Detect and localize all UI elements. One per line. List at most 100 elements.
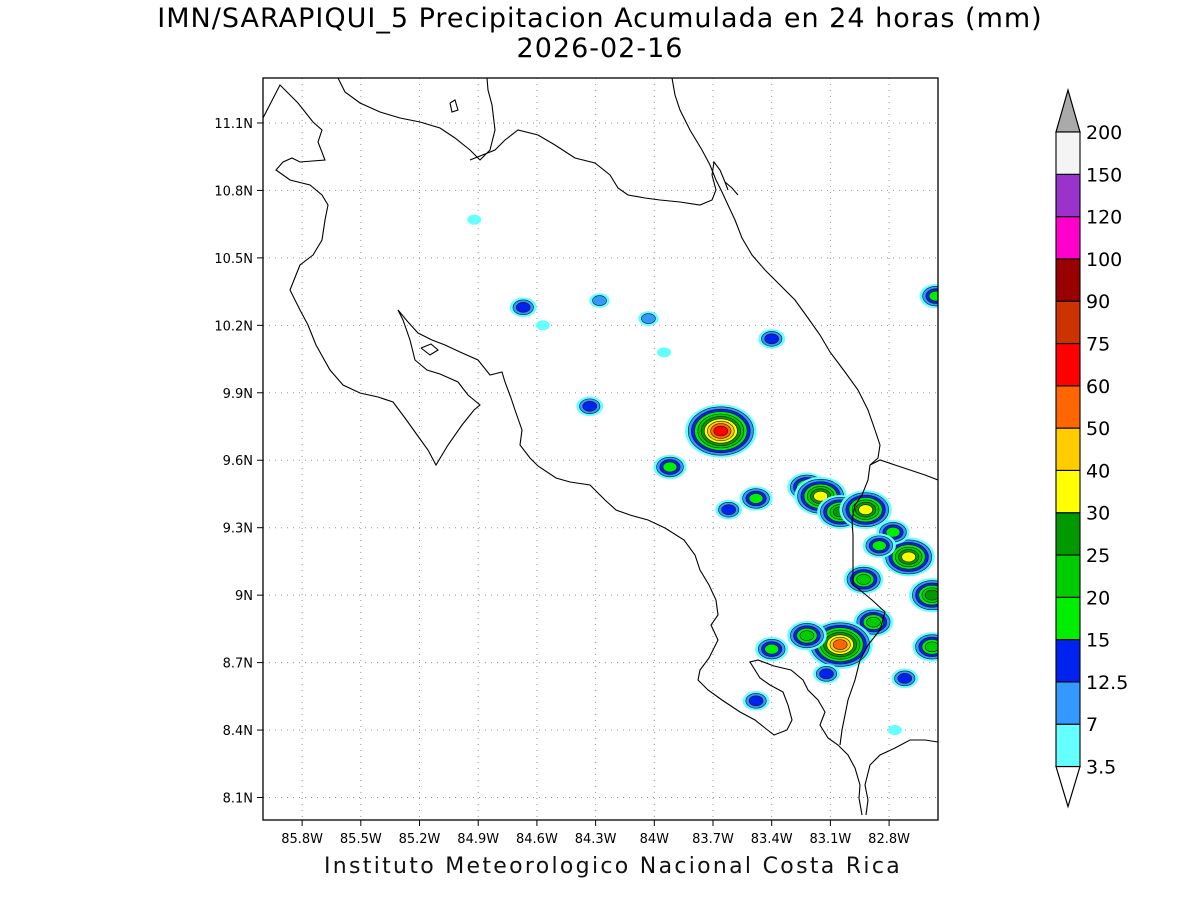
precip-contour — [856, 574, 871, 585]
coastline-segment — [469, 129, 729, 206]
coastline — [263, 78, 938, 816]
coastline-segment — [864, 739, 938, 816]
precip-contour — [515, 302, 531, 313]
precip-contour — [764, 643, 779, 655]
coastline-segment — [724, 181, 739, 196]
precip-contour — [897, 673, 913, 684]
colorbar-label: 3.5 — [1086, 757, 1116, 779]
colorbar-legend: 3.5 7 12.5 15 20 25 30 40 50 60 75 90 100 120 150 200 — [1055, 87, 1128, 809]
precip-contour — [764, 333, 779, 345]
colorbar-label: 120 — [1086, 207, 1122, 229]
colorbar-label: 90 — [1086, 291, 1110, 313]
precip-cell — [853, 607, 894, 637]
x-tick-label: 85.5W — [340, 832, 382, 847]
precip-contour — [535, 320, 550, 331]
colorbar-label: 50 — [1086, 418, 1110, 440]
y-tick-label: 9N — [235, 589, 253, 604]
y-tick-label: 9.6N — [223, 454, 253, 469]
precip-contour — [872, 540, 887, 551]
colorbar-swatch — [1055, 216, 1081, 260]
y-tick-label: 8.1N — [223, 792, 253, 807]
precip-contour — [592, 295, 607, 306]
precip-contour — [901, 551, 916, 563]
precip-cell — [862, 533, 896, 558]
colorbar-swatch — [1055, 300, 1081, 345]
precip-cell — [576, 396, 604, 417]
colorbar-label: 40 — [1086, 460, 1110, 482]
precip-contour — [928, 290, 938, 302]
precip-contour — [721, 504, 736, 516]
colorbar-swatch — [1055, 639, 1081, 683]
coastline-segment — [337, 78, 496, 161]
institution-credit: Instituto Meteorologico Nacional Costa R… — [323, 854, 903, 879]
precip-contour — [582, 400, 598, 412]
precip-cell — [912, 632, 938, 662]
precip-cell — [787, 621, 827, 651]
coastline-segment — [420, 343, 439, 356]
x-tick-label: 82.8W — [868, 832, 910, 847]
colorbar-label: 12.5 — [1086, 672, 1128, 694]
colorbar-label: 100 — [1086, 249, 1122, 271]
precip-cell — [685, 404, 757, 458]
colorbar-swatch — [1055, 554, 1081, 598]
precip-cell — [909, 578, 938, 613]
colorbar-label: 7 — [1086, 714, 1098, 736]
colorbar-label: 75 — [1086, 334, 1110, 356]
x-axis-ticks: 85.8W 85.5W 85.2W 84.9W 84.6W 84.3W 84W 83.7W 83… — [281, 820, 910, 847]
colorbar-label: 25 — [1086, 545, 1110, 567]
precip-cell — [758, 329, 786, 349]
precip-cell — [891, 668, 919, 689]
map-title: IMN/SARAPIQUI_5 Precipitacion Acumulada … — [157, 3, 1043, 34]
colorbar-swatch — [1055, 258, 1081, 302]
colorbar-high-arrow — [1055, 87, 1081, 133]
precip-contour — [467, 214, 482, 225]
colorbar-swatch — [1055, 131, 1081, 175]
colorbar-label: 60 — [1086, 376, 1110, 398]
precip-cell — [843, 564, 884, 595]
precip-cell — [653, 454, 687, 480]
precip-contour — [813, 490, 828, 502]
precip-contour — [662, 461, 678, 473]
colorbar-swatch — [1055, 427, 1081, 471]
x-tick-label: 83.4W — [751, 832, 793, 847]
plot-frame — [262, 77, 939, 821]
precip-contour — [924, 589, 938, 601]
y-tick-label: 10.2N — [214, 319, 253, 334]
x-tick-label: 84.9W — [457, 832, 499, 847]
x-tick-label: 84.6W — [516, 832, 558, 847]
precip-contour — [885, 526, 901, 538]
y-tick-label: 11.1N — [214, 117, 253, 132]
x-tick-label: 84W — [640, 832, 670, 847]
y-tick-label: 9.3N — [223, 522, 253, 537]
precip-cell — [638, 311, 659, 326]
x-tick-label: 84.3W — [575, 832, 617, 847]
precip-cell — [755, 636, 789, 662]
precip-cell — [919, 283, 938, 309]
precip-contour — [799, 630, 815, 641]
colorbar-label: 150 — [1086, 164, 1122, 186]
x-tick-label: 83.1W — [809, 832, 851, 847]
precip-cell — [882, 537, 935, 577]
colorbar-swatch — [1055, 173, 1081, 218]
coastline-segment — [263, 84, 863, 816]
precip-cell — [742, 691, 770, 711]
colorbar-swatch — [1055, 596, 1081, 641]
precip-contour — [641, 313, 656, 324]
precip-cell — [467, 214, 482, 225]
y-tick-label: 8.4N — [223, 724, 253, 739]
precip-cell — [813, 664, 840, 684]
map-date: 2026-02-16 — [516, 33, 684, 64]
map-grid — [263, 78, 938, 820]
coastline-segment — [449, 99, 459, 113]
precip-contour — [819, 668, 834, 680]
colorbar-low-arrow — [1055, 765, 1081, 809]
x-tick-label: 83.7W — [692, 832, 734, 847]
colorbar-label: 30 — [1086, 503, 1110, 525]
colorbar-label: 200 — [1086, 122, 1122, 144]
precip-cell — [739, 486, 773, 511]
precip-cell — [509, 297, 537, 318]
precip-contour — [924, 641, 938, 653]
colorbar-label: 15 — [1086, 630, 1110, 652]
precip-contour — [748, 695, 764, 707]
